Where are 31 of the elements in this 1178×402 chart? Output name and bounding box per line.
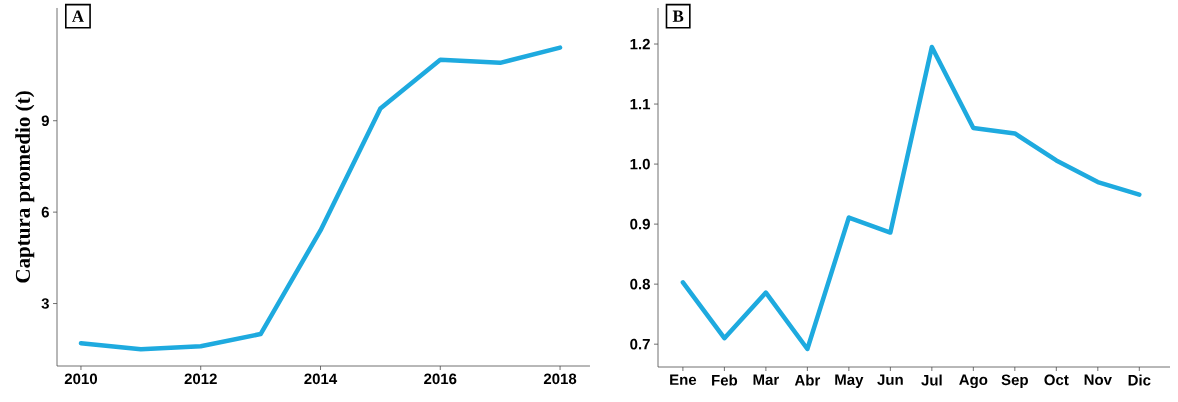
x-tick-label: 2018 bbox=[543, 373, 577, 385]
y-tick-label: 0.9 bbox=[630, 218, 650, 230]
y-tick-label: 1.2 bbox=[630, 38, 650, 50]
y-axis-title: Captura promedio (t) bbox=[15, 91, 35, 283]
y-tick-label: 0.7 bbox=[630, 338, 650, 350]
x-tick-label: May bbox=[835, 374, 864, 388]
x-tick-label: Jul bbox=[921, 374, 942, 386]
chart-title: B bbox=[672, 10, 684, 22]
y-tick-label: 1.1 bbox=[630, 98, 651, 110]
x-tick-label: Mar bbox=[753, 374, 779, 385]
line-series bbox=[680, 44, 1142, 352]
x-tick-label: 2012 bbox=[184, 373, 217, 385]
x-tick-label: Abr bbox=[794, 374, 821, 386]
y-tick-label: 1.0 bbox=[630, 158, 650, 170]
x-tick-label: Ago bbox=[959, 374, 988, 389]
x-tick-label: Dic bbox=[1128, 374, 1151, 386]
y-tick-label: 0.8 bbox=[630, 278, 650, 290]
x-tick-label: 2010 bbox=[64, 373, 98, 385]
line-series bbox=[78, 45, 563, 352]
y-tick-label: 6 bbox=[41, 206, 49, 218]
x-tick-label: Nov bbox=[1084, 374, 1112, 385]
x-tick-label: Ene bbox=[670, 374, 697, 385]
x-tick-label: Sep bbox=[1001, 374, 1028, 389]
x-tick-label: Oct bbox=[1044, 374, 1069, 386]
y-tick-label: 9 bbox=[41, 115, 49, 127]
x-tick-label: Jun bbox=[877, 374, 903, 385]
chart-title: A bbox=[71, 10, 84, 22]
x-tick-label: Feb bbox=[712, 374, 738, 386]
x-tick-label: 2014 bbox=[304, 373, 338, 385]
y-tick-label: 3 bbox=[41, 298, 49, 309]
x-tick-label: 2016 bbox=[424, 373, 457, 385]
